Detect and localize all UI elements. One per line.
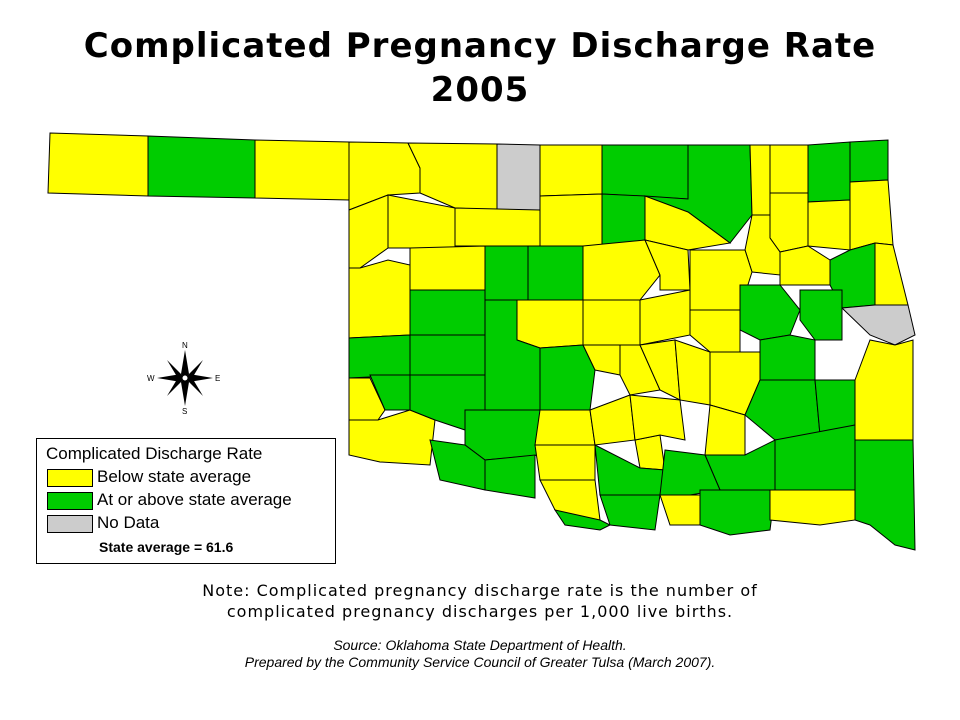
- state-average: State average = 61.6: [99, 539, 234, 555]
- county-washington: [749, 144, 771, 216]
- county-cimarron: [47, 132, 149, 197]
- county-nowata: [769, 144, 809, 194]
- county-beckham: [348, 334, 411, 379]
- county-beaver: [254, 139, 350, 201]
- county-adair: [874, 242, 909, 306]
- county-woods: [407, 142, 498, 211]
- county-marshall: [599, 494, 661, 531]
- county-ellis: [348, 194, 389, 269]
- legend-label-nodata: No Data: [97, 513, 160, 532]
- note-line-1: Note: Complicated pregnancy discharge ra…: [202, 581, 758, 600]
- compass-south-label: S: [182, 407, 187, 414]
- county-lincoln: [639, 289, 691, 346]
- legend-swatch-above: [47, 492, 93, 510]
- county-sequoyah: [840, 304, 916, 346]
- legend-label-below: Below state average: [97, 467, 252, 486]
- county-oklahoma: [582, 299, 641, 346]
- county-grady: [539, 344, 596, 411]
- note-line-2: complicated pregnancy discharges per 1,0…: [226, 602, 734, 621]
- county-haskell: [799, 289, 843, 341]
- county-jefferson: [534, 444, 596, 481]
- county-mcintosh: [759, 334, 816, 381]
- county-noble: [601, 193, 646, 247]
- county-cleveland: [619, 344, 661, 396]
- county-grant: [539, 144, 603, 197]
- county-love-south: [553, 509, 612, 531]
- county-payne: [644, 239, 691, 291]
- county-pontotoc: [629, 394, 686, 441]
- compass-west-label: W: [147, 374, 155, 383]
- county-pittsburg: [744, 379, 821, 441]
- county-seminole: [674, 339, 711, 406]
- county-wagoner: [779, 245, 831, 286]
- legend-swatch-below: [47, 469, 93, 487]
- compass-north-label: N: [182, 342, 188, 350]
- county-kingfisher: [527, 245, 584, 301]
- county-bryan: [659, 494, 701, 526]
- legend-title: Complicated Discharge Rate: [46, 444, 263, 463]
- county-murray: [634, 434, 666, 471]
- county-choctaw-south: [769, 489, 856, 526]
- county-craig: [807, 141, 851, 203]
- compass-east-label: E: [215, 374, 220, 383]
- county-alfalfa: [496, 143, 541, 211]
- county-comanche: [464, 409, 541, 461]
- county-canadian: [516, 299, 584, 349]
- source: Source: Oklahoma State Department of Hea…: [0, 637, 960, 671]
- county-major: [454, 207, 541, 247]
- county-okmulgee: [689, 309, 741, 353]
- county-rogers: [769, 192, 809, 253]
- source-line-1: Source: Oklahoma State Department of Hea…: [333, 637, 627, 653]
- note: Note: Complicated pregnancy discharge ra…: [0, 580, 960, 622]
- map-year: 2005: [430, 70, 530, 110]
- county-cotton: [484, 454, 536, 499]
- county-ottawa: [849, 139, 889, 183]
- county-mayes: [807, 199, 851, 251]
- legend-label-above: At or above state average: [97, 490, 292, 509]
- source-line-2: Prepared by the Community Service Counci…: [244, 654, 716, 670]
- county-logan: [582, 239, 661, 301]
- county-pawnee: [644, 195, 732, 251]
- county-washita: [409, 334, 486, 376]
- county-texas: [147, 135, 256, 199]
- county-custer: [409, 289, 486, 336]
- county-blaine: [484, 245, 529, 301]
- county-kay: [601, 144, 689, 200]
- compass-rose-icon: N S E W: [147, 342, 220, 414]
- county-garfield: [539, 193, 603, 247]
- legend: Complicated Discharge Rate Below state a…: [36, 438, 336, 564]
- county-delaware: [849, 179, 894, 251]
- county-garvin: [589, 394, 636, 446]
- county-muskogee: [739, 284, 801, 341]
- legend-swatch-nodata: [47, 515, 93, 533]
- county-roger-mills: [348, 259, 411, 339]
- county-choctaw: [699, 489, 776, 536]
- county-dewey: [409, 245, 486, 291]
- county-harmon: [348, 377, 386, 421]
- county-stephens: [534, 409, 596, 446]
- county-mccurtain: [854, 439, 916, 551]
- county-leflore: [854, 339, 914, 441]
- map-title: Complicated Pregnancy Discharge Rate: [83, 26, 877, 66]
